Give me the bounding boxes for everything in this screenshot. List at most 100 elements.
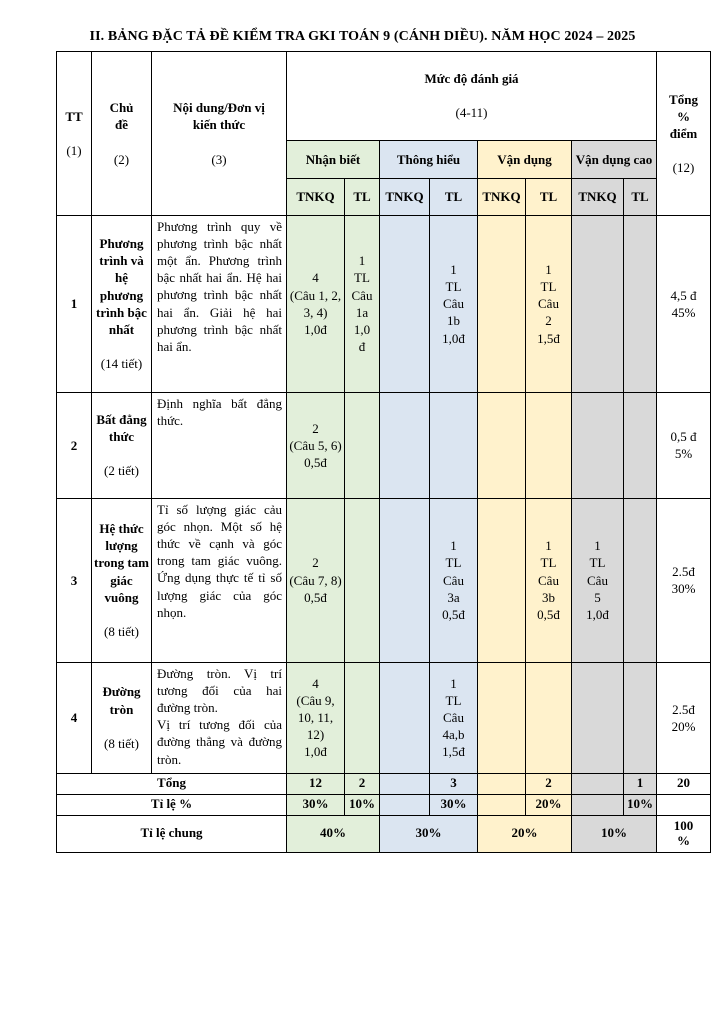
- r3-nb-tl: [344, 497, 380, 663]
- footer-tile-nb-tl: 10%: [344, 793, 380, 816]
- r1-content: Phương trình quy về phương trình bậc nhấ…: [151, 214, 287, 393]
- r4-topic-cell: Đường tròn (8 tiết): [91, 661, 152, 774]
- r3-vd-tnkq: [477, 497, 526, 663]
- header-topic-number: (2): [113, 151, 130, 167]
- header-level-van-dung: Vận dụng: [477, 139, 572, 179]
- header-level-thong-hieu: Thông hiểu: [379, 139, 478, 179]
- footer-tile-vd-tnkq: [477, 793, 526, 816]
- r1-th-tnkq: [379, 214, 430, 393]
- footer-chung-total: 100 %: [656, 814, 711, 853]
- footer-tile-vdc-tnkq: [571, 793, 624, 816]
- r2-topic-cell: Bất đẳng thức (2 tiết): [91, 391, 152, 499]
- footer-tong-vdc-tl: 1: [623, 772, 657, 795]
- footer-chung-label: Tỉ lệ chung: [56, 814, 287, 853]
- r4-nb-tnkq: 4 (Câu 9, 10, 11, 12) 1,0đ: [286, 661, 345, 774]
- r4-vd-tl: [525, 661, 572, 774]
- r2-content: Định nghĩa bất đẳng thức.: [151, 391, 287, 499]
- r2-nb-tnkq: 2 (Câu 5, 6) 0,5đ: [286, 391, 345, 499]
- header-topic-label: Chủ đề: [109, 100, 134, 133]
- r3-total: 2.5đ 30%: [656, 497, 711, 663]
- header-vdc-tl: TL: [623, 177, 657, 216]
- footer-tong-label: Tổng: [56, 772, 287, 795]
- header-tt-label: TT: [65, 108, 83, 124]
- footer-tile-vdc-tl: 10%: [623, 793, 657, 816]
- footer-tong-total: 20: [656, 772, 711, 795]
- r1-tt: 1: [56, 214, 92, 393]
- header-levels-range: (4-11): [455, 105, 488, 121]
- header-levels-label: Mức độ đánh giá: [424, 71, 519, 87]
- r3-topic-cell: Hệ thức lượng trong tam giác vuông (8 ti…: [91, 497, 152, 663]
- footer-tile-vd-tl: 20%: [525, 793, 572, 816]
- footer-tong-nb-tl: 2: [344, 772, 380, 795]
- r4-topic-note: (8 tiết): [103, 735, 139, 751]
- r3-th-tl: 1 TL Câu 3a 0,5đ: [429, 497, 478, 663]
- header-total-label: Tổng % điểm: [669, 91, 698, 141]
- header-nb-tnkq: TNKQ: [286, 177, 345, 216]
- footer-chung-nb: 40%: [286, 814, 380, 853]
- header-level-nhan-biet: Nhận biết: [286, 139, 380, 179]
- r4-nb-tl: [344, 661, 380, 774]
- r4-th-tl: 1 TL Câu 4a,b 1,5đ: [429, 661, 478, 774]
- r4-tt: 4: [56, 661, 92, 774]
- r1-vdc-tnkq: [571, 214, 624, 393]
- header-levels-cell: Mức độ đánh giá (4-11): [286, 51, 657, 141]
- r1-th-tl: 1 TL Câu 1b 1,0đ: [429, 214, 478, 393]
- r4-vdc-tl: [623, 661, 657, 774]
- footer-chung-th: 30%: [379, 814, 478, 853]
- header-content-number: (3): [211, 151, 227, 167]
- r2-topic-name: Bất đẳng thức: [96, 411, 147, 445]
- r2-vd-tnkq: [477, 391, 526, 499]
- header-tt-number: (1): [66, 142, 82, 158]
- header-total-cell: Tổng % điểm (12): [656, 51, 711, 216]
- footer-tong-th-tnkq: [379, 772, 430, 795]
- footer-tong-vd-tl: 2: [525, 772, 572, 795]
- header-content-cell: Nội dung/Đơn vị kiến thức (3): [151, 51, 287, 216]
- r2-total: 0,5 đ 5%: [656, 391, 711, 499]
- footer-tong-th-tl: 3: [429, 772, 478, 795]
- footer-tong-nb-tnkq: 12: [286, 772, 345, 795]
- r2-tt: 2: [56, 391, 92, 499]
- header-vd-tnkq: TNKQ: [477, 177, 526, 216]
- r4-vdc-tnkq: [571, 661, 624, 774]
- r3-nb-tnkq: 2 (Câu 7, 8) 0,5đ: [286, 497, 345, 663]
- r2-th-tl: [429, 391, 478, 499]
- header-topic-cell: Chủ đề (2): [91, 51, 152, 216]
- footer-tong-vdc-tnkq: [571, 772, 624, 795]
- r2-vdc-tnkq: [571, 391, 624, 499]
- r4-content: Đường tròn. Vị trí tương đối của hai đườ…: [151, 661, 287, 774]
- r3-topic-note: (8 tiết): [103, 624, 139, 640]
- header-level-van-dung-cao: Vận dụng cao: [571, 139, 657, 179]
- r3-vdc-tnkq: 1 TL Câu 5 1,0đ: [571, 497, 624, 663]
- header-nb-tl: TL: [344, 177, 380, 216]
- r1-nb-tnkq: 4 (Câu 1, 2, 3, 4) 1,0đ: [286, 214, 345, 393]
- header-total-number: (12): [672, 160, 695, 176]
- header-tt-cell: TT (1): [56, 51, 92, 216]
- footer-chung-vdc: 10%: [571, 814, 657, 853]
- r1-topic-cell: Phương trình và hệ phương trình bậc nhất…: [91, 214, 152, 393]
- footer-tile-total: [656, 793, 711, 816]
- r1-nb-tl: 1 TL Câu 1a 1,0 đ: [344, 214, 380, 393]
- r1-topic-note: (14 tiết): [100, 356, 143, 372]
- footer-tile-th-tnkq: [379, 793, 430, 816]
- header-vd-tl: TL: [525, 177, 572, 216]
- spec-table: TT (1) Chủ đề (2) Nội dung/Đơn vị kiến t…: [56, 51, 711, 853]
- r2-th-tnkq: [379, 391, 430, 499]
- r4-vd-tnkq: [477, 661, 526, 774]
- footer-tile-th-tl: 30%: [429, 793, 478, 816]
- r1-vdc-tl: [623, 214, 657, 393]
- r3-vdc-tl: [623, 497, 657, 663]
- r3-topic-name: Hệ thức lượng trong tam giác vuông: [94, 521, 150, 605]
- r1-topic-name: Phương trình và hệ phương trình bậc nhất: [96, 236, 147, 337]
- r2-vd-tl: [525, 391, 572, 499]
- r2-nb-tl: [344, 391, 380, 499]
- r3-th-tnkq: [379, 497, 430, 663]
- header-th-tl: TL: [429, 177, 478, 216]
- header-content-label: Nội dung/Đơn vị kiến thức: [173, 100, 265, 133]
- r3-tt: 3: [56, 497, 92, 663]
- page-title: II. BẢNG ĐẶC TẢ ĐỀ KIỂM TRA GKI TOÁN 9 (…: [89, 29, 636, 44]
- r4-th-tnkq: [379, 661, 430, 774]
- footer-chung-vd: 20%: [477, 814, 572, 853]
- r2-topic-note: (2 tiết): [103, 463, 139, 479]
- r2-vdc-tl: [623, 391, 657, 499]
